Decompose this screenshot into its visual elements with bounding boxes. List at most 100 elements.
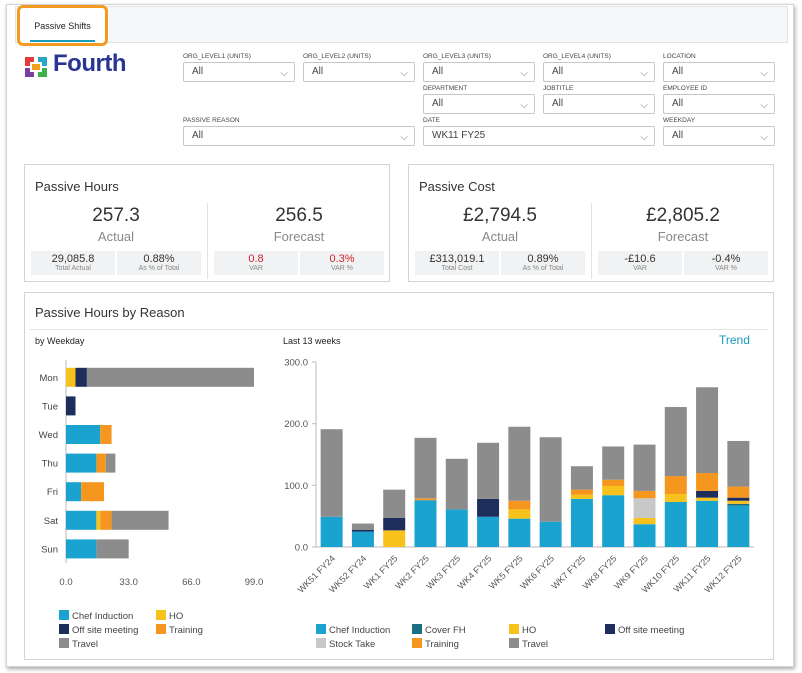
filter-select[interactable]: WK11 FY25 ⌵ [423, 126, 655, 146]
x-tick-label: 66.0 [182, 577, 201, 588]
y-tick-label: 200.0 [284, 419, 308, 430]
legend-swatch [316, 624, 326, 634]
filter-select[interactable]: All ⌵ [663, 94, 775, 114]
bar-segment-travel [727, 440, 750, 487]
legend-swatch [59, 610, 69, 620]
bar-segment-ho [383, 530, 406, 547]
sub-value: 0.89% [527, 253, 559, 265]
filter-select[interactable]: All ⌵ [423, 94, 535, 114]
bar-segment-ho [508, 509, 531, 519]
tab-passive-shifts[interactable]: Passive Shifts [17, 5, 108, 46]
bar-segment-chef-induction [539, 521, 562, 547]
bar-segment-off-site-meeting [351, 529, 374, 532]
filter-label: JOBTITLE [543, 85, 574, 92]
hours-actual-label: Actual [97, 229, 135, 244]
filter-select[interactable]: All ⌵ [543, 94, 655, 114]
cost-forecast-label: Forecast [657, 229, 709, 244]
legend-item-cover-fh: Cover FH [412, 624, 466, 636]
bar-segment-travel [414, 437, 437, 499]
bar-segment-chef-induction [66, 453, 97, 473]
chevron-down-icon: ⌵ [520, 68, 528, 79]
sub-caption: Total Cost [441, 265, 473, 272]
bar-segment-training [727, 486, 750, 498]
legend-label: Chef Induction [72, 611, 134, 622]
category-label: Tue [42, 401, 58, 412]
filter-org-level2[interactable]: ORG_LEVEL2 (UNITS) All ⌵ [303, 52, 415, 82]
bar-segment-travel [445, 458, 468, 510]
passive-cost-panel: Passive Cost £2,794.5 Actual £313,019.1 T… [408, 164, 774, 282]
filter-department[interactable]: DEPARTMENT All ⌵ [423, 84, 535, 114]
filter-weekday[interactable]: WEEKDAY All ⌵ [663, 116, 775, 146]
y-tick-label: 0.0 [295, 543, 308, 554]
filter-org-level1[interactable]: ORG_LEVEL1 (UNITS) All ⌵ [183, 52, 295, 82]
x-tick-label: 33.0 [119, 577, 137, 588]
bar-segment-ho [96, 510, 101, 530]
sub-value: £313,019.1 [429, 253, 485, 265]
sub-value: 0.8 [248, 253, 264, 265]
bar-segment-ho [664, 493, 687, 502]
category-label: Sat [44, 516, 59, 527]
bar-segment-chef-induction [414, 500, 437, 547]
filter-label: ORG_LEVEL1 (UNITS) [183, 53, 251, 60]
legend-label: Chef Induction [329, 625, 391, 636]
bar-segment-ho [66, 367, 76, 387]
filter-select[interactable]: All ⌵ [303, 62, 415, 82]
passive-hours-title: Passive Hours [35, 179, 119, 194]
sub-value: 0.3% [329, 253, 355, 265]
filter-select[interactable]: All ⌵ [183, 62, 295, 82]
fourth-logo-text: Fourth [53, 50, 126, 77]
bar-segment-chef-induction [602, 495, 625, 547]
filter-select[interactable]: All ⌵ [423, 62, 535, 82]
bar-segment-travel [477, 442, 500, 499]
bar-segment-training [100, 510, 112, 530]
filter-select[interactable]: All ⌵ [183, 126, 415, 146]
legend-label: Training [169, 625, 203, 636]
filter-value: All [552, 98, 564, 109]
bar-segment-chef-induction [66, 482, 82, 502]
filter-select[interactable]: All ⌵ [543, 62, 655, 82]
filter-employee-id[interactable]: EMPLOYEE ID All ⌵ [663, 84, 775, 114]
chevron-down-icon: ⌵ [760, 100, 768, 111]
filter-passive-reason[interactable]: PASSIVE REASON All ⌵ [183, 116, 415, 146]
category-label: Sun [41, 544, 58, 555]
filter-value: All [192, 130, 204, 141]
hours-actual-kpi: 257.3 Actual [25, 205, 207, 244]
bar-segment-training [664, 476, 687, 494]
legend-item-ho: HO [509, 624, 536, 636]
bar-segment-travel [508, 426, 531, 501]
cost-forecast-value: £2,805.2 [646, 205, 720, 226]
legend-swatch [59, 624, 69, 634]
bar-segment-ho [570, 494, 593, 499]
tab-underline [30, 40, 95, 42]
filter-date[interactable]: DATE WK11 FY25 ⌵ [423, 116, 655, 146]
passive-cost-title: Passive Cost [419, 179, 495, 194]
sub-value: 0.88% [143, 253, 175, 265]
bar-segment-chef-induction [66, 539, 97, 559]
filter-select[interactable]: All ⌵ [663, 62, 775, 82]
hours-total-actual: 29,085.8 Total Actual [31, 251, 115, 275]
filter-label: ORG_LEVEL4 (UNITS) [543, 53, 611, 60]
filter-location[interactable]: LOCATION All ⌵ [663, 52, 775, 82]
bar-segment-travel [696, 387, 719, 473]
legend-swatch [509, 638, 519, 648]
bar-segment-stock-take [633, 498, 656, 519]
filter-select[interactable]: All ⌵ [663, 126, 775, 146]
bar-segment-travel [570, 466, 593, 490]
weeks-subtitle: Last 13 weeks [283, 336, 341, 346]
bar-segment-travel [602, 446, 625, 480]
weekday-chart: Mon Tue Wed Thu Fri Sat Sun 0.0 33.0 66.0 99.0 [39, 360, 263, 588]
legend-item-off-site-meeting: Off site meeting [59, 624, 138, 636]
trend-link[interactable]: Trend [719, 333, 750, 347]
legend-label: HO [169, 611, 184, 622]
filter-org-level4[interactable]: ORG_LEVEL4 (UNITS) All ⌵ [543, 52, 655, 82]
hours-var-pct: 0.3% VAR % [300, 251, 384, 275]
cost-total: £313,019.1 Total Cost [415, 251, 499, 275]
filter-org-level3[interactable]: ORG_LEVEL3 (UNITS) All ⌵ [423, 52, 535, 82]
y-tick-label: 300.0 [284, 358, 308, 369]
weekday-subtitle: by Weekday [35, 336, 85, 346]
filter-value: WK11 FY25 [432, 130, 486, 141]
filter-label: ORG_LEVEL3 (UNITS) [423, 53, 491, 60]
legend-label: Off site meeting [618, 625, 685, 636]
filter-jobtitle[interactable]: JOBTITLE All ⌵ [543, 84, 655, 114]
